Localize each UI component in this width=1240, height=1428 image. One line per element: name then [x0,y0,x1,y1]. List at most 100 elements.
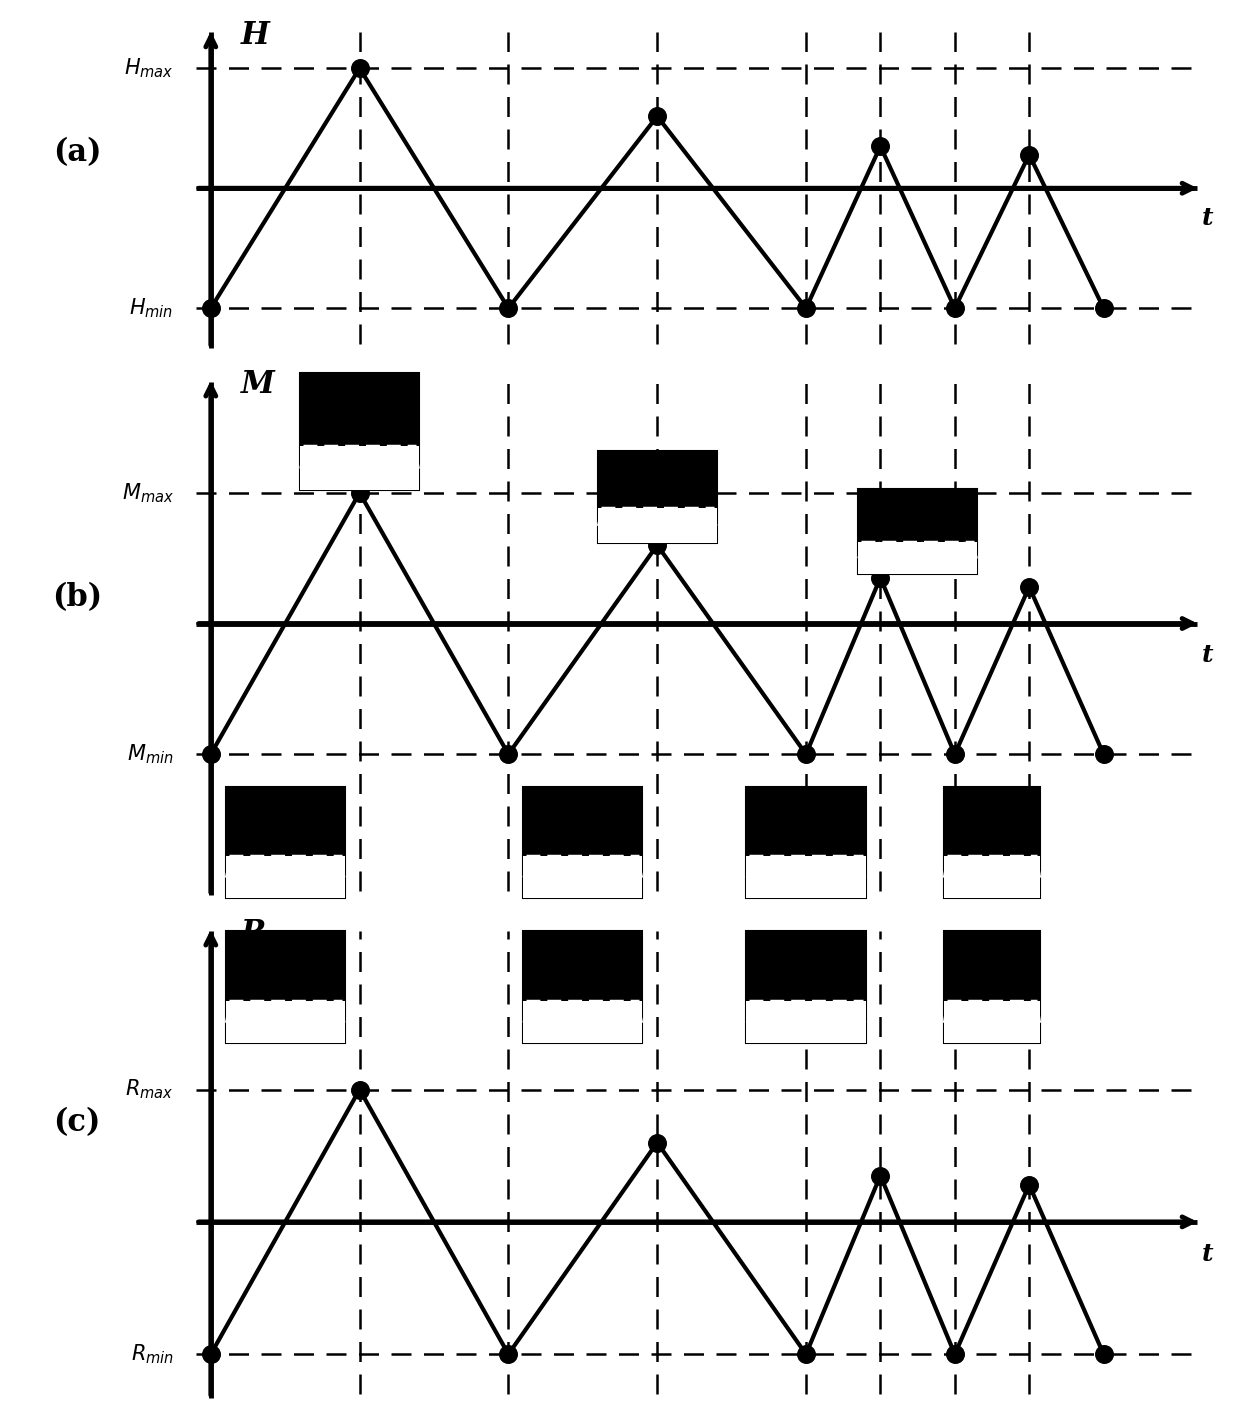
Polygon shape [797,1001,806,1022]
Polygon shape [583,857,591,877]
Polygon shape [634,857,642,877]
Polygon shape [368,446,377,468]
Polygon shape [848,857,857,877]
Polygon shape [839,1001,848,1022]
Polygon shape [609,1001,616,1022]
Bar [226,931,345,1044]
Polygon shape [557,1001,565,1022]
Polygon shape [377,446,386,468]
Text: $M_{max}$: $M_{max}$ [122,481,174,504]
Polygon shape [565,1001,574,1022]
Polygon shape [666,508,675,526]
Polygon shape [839,857,848,877]
Polygon shape [875,543,884,558]
Text: (c): (c) [53,1107,100,1138]
Polygon shape [598,508,606,526]
Bar [944,787,1040,898]
Polygon shape [746,857,755,877]
Polygon shape [773,857,780,877]
Point [350,1078,370,1101]
Polygon shape [615,508,624,526]
Polygon shape [789,1001,797,1022]
Point [498,1342,518,1365]
Point [201,1342,221,1365]
Polygon shape [1019,857,1027,877]
Polygon shape [591,1001,600,1022]
Polygon shape [268,857,277,877]
Polygon shape [277,1001,285,1022]
Polygon shape [960,543,968,558]
Bar [598,451,717,543]
Bar [944,931,1040,1044]
Point [201,743,221,765]
Polygon shape [616,857,625,877]
Text: (a): (a) [52,137,102,167]
Bar [746,1001,866,1044]
Text: $R_{min}$: $R_{min}$ [130,1342,174,1367]
Polygon shape [968,543,977,558]
Polygon shape [806,1001,815,1022]
Polygon shape [565,857,574,877]
Polygon shape [294,1001,303,1022]
Polygon shape [755,857,764,877]
Polygon shape [780,857,789,877]
Polygon shape [277,857,285,877]
Polygon shape [317,446,326,468]
Polygon shape [806,857,815,877]
Polygon shape [259,1001,268,1022]
Polygon shape [327,1001,336,1022]
Polygon shape [243,1001,252,1022]
Polygon shape [300,446,309,468]
Polygon shape [541,857,549,877]
Polygon shape [532,1001,541,1022]
Text: $H_{min}$: $H_{min}$ [129,297,174,320]
Polygon shape [773,1001,780,1022]
Polygon shape [764,1001,773,1022]
Text: $M_{min}$: $M_{min}$ [126,743,174,765]
Polygon shape [815,1001,823,1022]
Polygon shape [386,446,393,468]
Polygon shape [957,1001,965,1022]
Polygon shape [848,1001,857,1022]
Polygon shape [1019,1001,1027,1022]
Polygon shape [631,508,640,526]
Polygon shape [815,857,823,877]
Polygon shape [259,857,268,877]
Polygon shape [978,857,985,877]
Polygon shape [591,857,600,877]
Polygon shape [523,857,532,877]
Text: $R_{max}$: $R_{max}$ [125,1078,174,1101]
Polygon shape [1013,1001,1019,1022]
Polygon shape [918,543,926,558]
Polygon shape [311,857,319,877]
Polygon shape [992,1001,999,1022]
Polygon shape [957,857,965,877]
Polygon shape [746,1001,755,1022]
Text: (b): (b) [52,581,102,613]
Polygon shape [640,508,649,526]
Bar [523,857,642,898]
Polygon shape [360,446,368,468]
Polygon shape [600,857,609,877]
Polygon shape [857,857,866,877]
Polygon shape [909,543,918,558]
Bar [944,857,1040,898]
Polygon shape [574,1001,583,1022]
Text: $H_{max}$: $H_{max}$ [124,57,174,80]
Polygon shape [557,857,565,877]
Text: t: t [1202,206,1214,230]
Polygon shape [1033,857,1040,877]
Polygon shape [971,1001,978,1022]
Point [350,57,370,80]
Polygon shape [309,446,317,468]
Polygon shape [1027,857,1033,877]
Polygon shape [971,857,978,877]
Polygon shape [393,446,402,468]
Polygon shape [978,1001,985,1022]
Bar [226,857,345,898]
Polygon shape [823,1001,832,1022]
Polygon shape [336,857,345,877]
Polygon shape [319,1001,327,1022]
Polygon shape [675,508,683,526]
Point [1094,297,1114,320]
